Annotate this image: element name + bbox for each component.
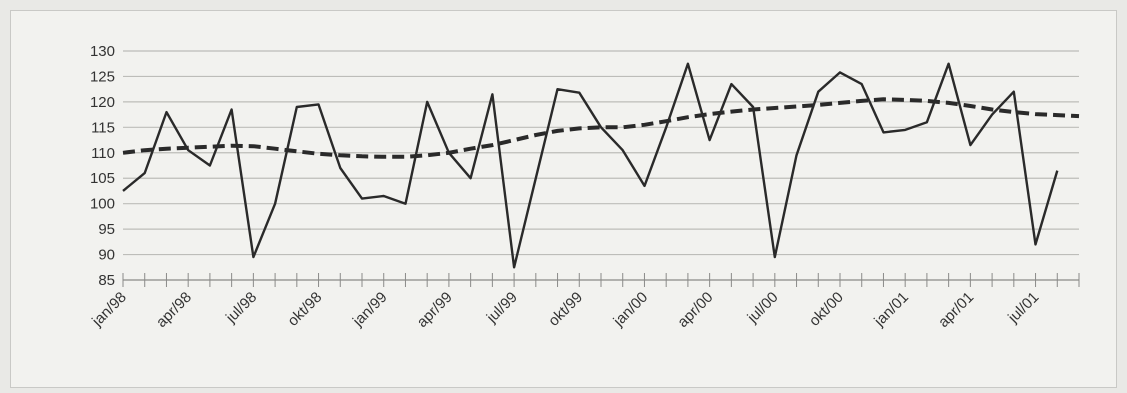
series-line-solid <box>122 62 1059 269</box>
y-tick-label-110: 110 <box>91 145 115 162</box>
x-tick-label-jan-98: jan/98 <box>88 289 130 331</box>
x-tick-label-okt-98: okt/98 <box>284 289 325 330</box>
x-tick-label-okt-00: okt/00 <box>806 289 847 330</box>
chart-panel <box>10 10 1117 388</box>
y-tick-label-100: 100 <box>90 196 115 213</box>
y-tick-label-85: 85 <box>98 272 115 289</box>
x-tick-label-jul-98: jul/98 <box>222 289 260 327</box>
x-tick-label-jul-99: jul/99 <box>483 289 521 327</box>
x-tick-label-apr-98: apr/98 <box>153 289 195 331</box>
x-tick-label-apr-99: apr/99 <box>414 289 456 331</box>
x-tick-label-jan-99: jan/99 <box>349 289 391 331</box>
x-tick-label-apr-00: apr/00 <box>674 289 716 331</box>
x-tick-label-jan-00: jan/00 <box>610 289 652 331</box>
series-group <box>122 62 1080 269</box>
y-tick-label-120: 120 <box>90 94 115 111</box>
y-tick-label-130: 130 <box>90 43 115 60</box>
series-line-dashed <box>122 97 1080 159</box>
y-tick-labels: 85 90 95 100 105 110 115 120 125 130 <box>90 43 115 289</box>
x-tick-label-apr-01: apr/01 <box>935 289 977 331</box>
y-tick-label-115: 115 <box>91 119 115 136</box>
y-tick-label-95: 95 <box>98 221 115 238</box>
x-tick-labels: jan/98 apr/98 jul/98 okt/98 jan/99 apr/99 jul/… <box>88 289 1042 331</box>
axes <box>122 273 1080 287</box>
x-tick-label-jul-01: jul/01 <box>1004 289 1042 327</box>
y-tick-label-90: 90 <box>98 247 115 264</box>
x-tick-label-okt-99: okt/99 <box>545 289 586 330</box>
x-tick-label-jul-00: jul/00 <box>744 289 782 327</box>
y-tick-label-125: 125 <box>90 68 115 85</box>
y-tick-label-105: 105 <box>90 170 115 187</box>
x-tick-label-jan-01: jan/01 <box>870 289 912 331</box>
